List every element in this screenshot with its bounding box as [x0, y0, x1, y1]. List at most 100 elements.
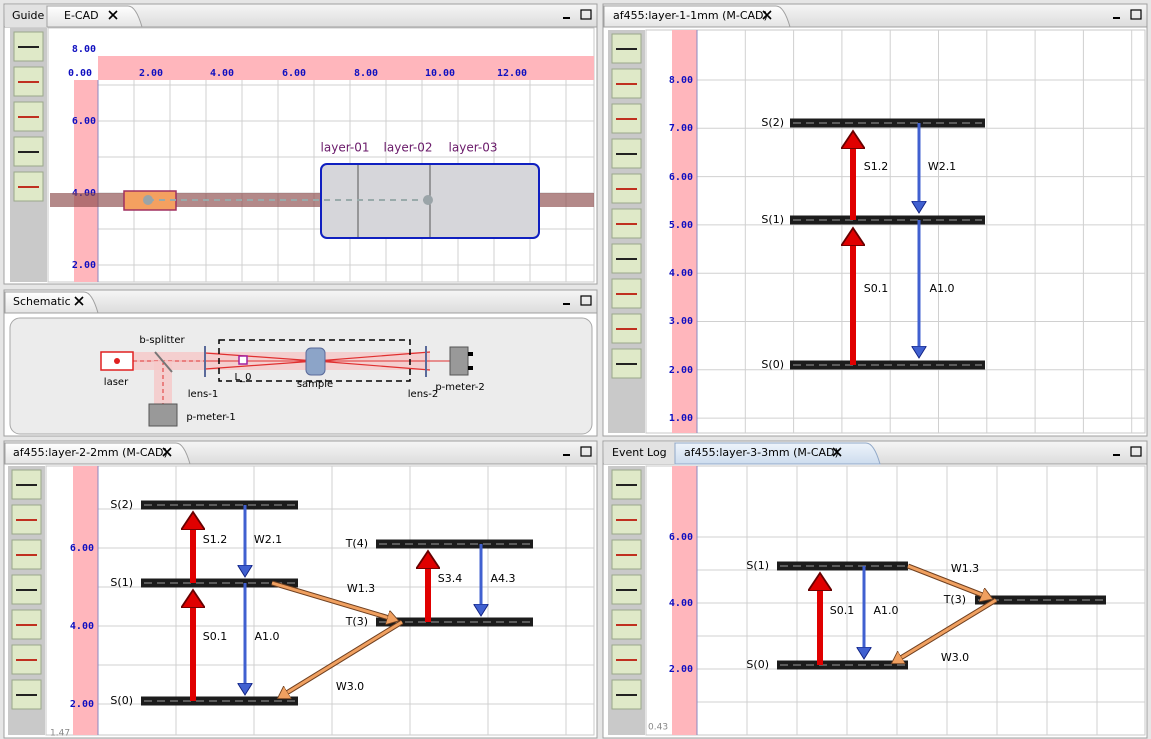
energy-level[interactable] — [790, 215, 985, 225]
energy-level[interactable] — [141, 578, 298, 588]
tab-active[interactable] — [603, 5, 791, 28]
energy-level[interactable] — [790, 118, 985, 128]
y-tick-label: 7.00 — [669, 123, 693, 134]
level-bar[interactable] — [777, 561, 908, 571]
component-label: sample — [297, 379, 333, 390]
transition-label: W2.1 — [928, 160, 956, 173]
level-bar[interactable] — [376, 617, 533, 627]
minimize-button[interactable] — [1113, 17, 1120, 19]
transition-label: W3.0 — [336, 680, 364, 693]
tab-active[interactable] — [674, 442, 881, 465]
maximize-button[interactable] — [580, 295, 592, 306]
energy-level[interactable] — [376, 539, 533, 549]
maximize-button[interactable] — [580, 446, 592, 457]
component-label: laser — [104, 377, 129, 388]
y-tick-label: 4.00 — [669, 268, 693, 279]
y-tick-label: 8.00 — [669, 75, 693, 86]
tab-label[interactable]: Event Log — [612, 446, 667, 459]
transition-label: W1.3 — [951, 562, 979, 575]
y-tick-label: 4.00 — [70, 621, 94, 632]
state-label: T(4) — [345, 537, 368, 550]
close-button[interactable] — [74, 296, 84, 306]
crossing-arrow[interactable] — [280, 620, 403, 697]
p-meter-1-icon[interactable] — [148, 403, 178, 427]
cursor-readout: 0.43 — [648, 723, 668, 733]
y-tick-label: 8.00 — [72, 44, 96, 55]
energy-level[interactable] — [975, 595, 1106, 605]
energy-level[interactable] — [790, 360, 985, 370]
y-tick-label: 6.00 — [72, 116, 96, 127]
axis-band — [74, 80, 98, 282]
component-label: b-splitter — [139, 335, 185, 346]
tab-label[interactable]: af455:layer-3-3mm (M-CAD) — [684, 446, 839, 459]
transition-label: A1.0 — [254, 630, 279, 643]
transition-label: S3.4 — [438, 572, 462, 585]
energy-level[interactable] — [376, 617, 533, 627]
y-tick-label: 2.00 — [70, 699, 94, 710]
close-button[interactable] — [108, 10, 118, 20]
level-bar[interactable] — [376, 539, 533, 549]
crossing-arrow[interactable] — [894, 598, 997, 662]
y-tick-label: 5.00 — [669, 220, 693, 231]
energy-level[interactable] — [141, 500, 298, 510]
canvas-bg — [645, 29, 1146, 434]
energy-level[interactable] — [777, 561, 908, 571]
transition-label: S0.1 — [203, 630, 227, 643]
minimize-button[interactable] — [1113, 454, 1120, 456]
y-tick-label: 6.00 — [669, 172, 693, 183]
close-button[interactable] — [832, 447, 842, 457]
minimize-button[interactable] — [563, 454, 570, 456]
tab-label[interactable]: Guide — [12, 9, 45, 22]
minimize-button[interactable] — [563, 17, 570, 19]
maximize-button[interactable] — [1130, 446, 1142, 457]
crossing-arrow[interactable] — [271, 581, 396, 620]
level-bar[interactable] — [141, 578, 298, 588]
transition-label: S1.2 — [203, 533, 227, 546]
component-label: lens-2 — [408, 389, 438, 400]
level-bar[interactable] — [141, 696, 298, 706]
x-tick-label: 0.00 — [68, 68, 92, 79]
axis-band — [73, 466, 98, 735]
level-bar[interactable] — [777, 660, 908, 670]
layer3-canvas: 6.00 4.00 2.00 S(1) S(0) T(3) S0.1 A1.0 … — [648, 532, 1106, 733]
y-tick-label: 2.00 — [72, 260, 96, 271]
sample-icon[interactable] — [305, 347, 326, 376]
transition-label: W3.0 — [941, 651, 969, 664]
y-tick-label: 2.00 — [669, 365, 693, 376]
maximize-button[interactable] — [580, 9, 592, 20]
x-tick-label: 6.00 — [282, 68, 306, 79]
tab-active[interactable] — [4, 442, 191, 465]
maximize-button[interactable] — [1130, 9, 1142, 20]
component-label: lens-1 — [188, 389, 218, 400]
minimize-button[interactable] — [563, 303, 570, 305]
axis-band — [672, 30, 697, 433]
tab-label[interactable]: Schematic — [13, 295, 71, 308]
energy-level[interactable] — [141, 696, 298, 706]
close-button[interactable] — [162, 447, 172, 457]
crossing-arrow[interactable] — [907, 564, 990, 598]
axis-band — [98, 56, 594, 80]
state-label: S(0) — [110, 694, 133, 707]
beam-point — [143, 195, 153, 205]
tab[interactable] — [5, 5, 47, 27]
level-bar[interactable] — [975, 595, 1106, 605]
tab-active[interactable] — [46, 5, 143, 28]
state-label: S(0) — [746, 658, 769, 671]
tab-label[interactable]: E-CAD — [64, 9, 99, 22]
transition-label: A4.3 — [490, 572, 515, 585]
layer1-canvas: 8.00 7.00 6.00 5.00 4.00 3.00 2.00 1.00 … — [669, 75, 985, 424]
y-tick-label: 6.00 — [669, 532, 693, 543]
beam-point — [423, 195, 433, 205]
component-label: L_0 — [235, 372, 252, 383]
level-bar[interactable] — [141, 500, 298, 510]
tab-label[interactable]: af455:layer-2-2mm (M-CAD) — [13, 446, 168, 459]
layer-label: layer-01 — [321, 141, 370, 155]
tab-label[interactable]: af455:layer-1-1mm (M-CAD) — [613, 9, 768, 22]
p-meter-2-icon[interactable] — [449, 346, 469, 376]
close-button[interactable] — [762, 10, 772, 20]
ecad-canvas: 8.00 6.00 4.00 2.00 0.00 2.00 4.00 6.00 … — [50, 44, 594, 271]
transition-label: W1.3 — [347, 582, 375, 595]
tab[interactable] — [604, 442, 675, 464]
y-tick-label: 6.00 — [70, 543, 94, 554]
energy-level[interactable] — [777, 660, 908, 670]
